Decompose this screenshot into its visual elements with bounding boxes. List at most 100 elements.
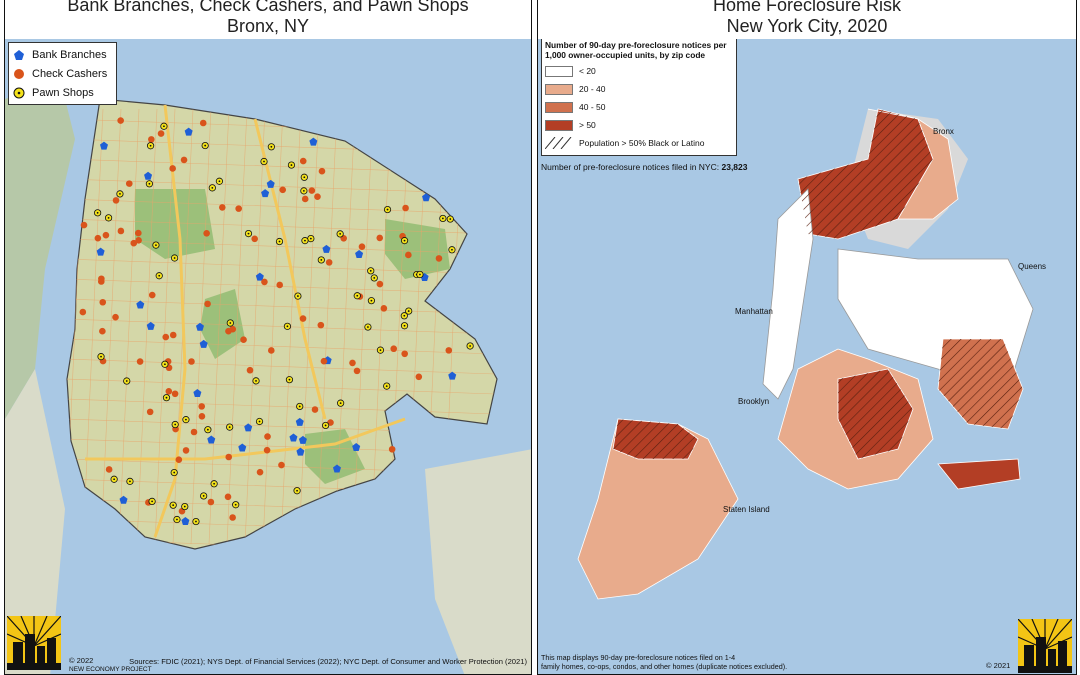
bank-branch-marker (136, 300, 145, 309)
bank-branch-marker (244, 423, 253, 432)
check-casher-marker (229, 514, 236, 521)
check-casher-marker (117, 117, 124, 124)
bank-branch-marker (99, 141, 108, 150)
bronx-sources: Sources: FDIC (2021); NYS Dept. of Finan… (129, 657, 527, 666)
check-casher-marker (157, 130, 165, 137)
street-line (316, 108, 338, 545)
nyc-legend-label-3: 40 - 50 (579, 102, 606, 112)
pawn-shop-marker (275, 237, 284, 246)
check-casher-marker (376, 280, 384, 288)
pawn-shop-marker (307, 234, 315, 243)
pawn-shop-marker (97, 353, 105, 361)
street-line (67, 298, 496, 315)
nj-shore (5, 79, 75, 419)
pawn-shop-marker (192, 517, 200, 526)
check-casher-marker (435, 255, 443, 262)
bank-branch-marker (422, 193, 431, 202)
bank-branch-marker (184, 127, 193, 136)
pawn-shop-marker (116, 190, 124, 198)
street-line (352, 108, 374, 545)
pawn-shop-marker (169, 501, 177, 509)
pawn-shop-marker (383, 382, 391, 390)
check-casher-marker (112, 197, 120, 204)
bank-branch-marker (119, 495, 128, 504)
check-casher-marker (264, 433, 271, 440)
legend-label-pawn: Pawn Shops (32, 86, 94, 99)
bronx-title-line2: Bronx, NY (226, 16, 310, 36)
nyc-title-line1: Home Foreclosure Risk (712, 0, 902, 15)
pawn-shop-marker (181, 502, 189, 511)
label-bronx: Bronx (933, 127, 954, 136)
bank-branch-marker (193, 388, 202, 397)
legend-row-check: Check Cashers (12, 64, 113, 83)
check-casher-marker (188, 358, 195, 365)
pawn-shop-marker (182, 416, 190, 424)
staten-island-zips (577, 418, 739, 600)
check-casher-marker (198, 403, 206, 410)
pawn-shop-marker (439, 214, 447, 223)
pawn-shop-marker (146, 142, 155, 150)
check-casher-marker (198, 413, 206, 420)
bank-branch-marker (355, 250, 364, 259)
check-casher-marker (182, 447, 190, 454)
check-casher-marker (279, 186, 287, 194)
bank-branch-marker (199, 339, 208, 348)
pawn-shop-marker (367, 267, 375, 275)
bank-branch-marker (309, 137, 318, 146)
street-line (244, 108, 266, 545)
pawn-shop-marker (383, 205, 392, 214)
check-casher-marker (317, 321, 325, 329)
pawn-shop-marker (152, 241, 160, 249)
check-casher-marker (94, 234, 102, 242)
check-casher-marker (117, 227, 125, 235)
check-casher-marker (353, 367, 361, 375)
nyc-footnote: This map displays 90-day pre-foreclosure… (541, 653, 787, 671)
check-casher-marker (99, 327, 106, 335)
nyc-legend-row-3: 40 - 50 (545, 98, 733, 116)
pawn-shop-marker (466, 342, 474, 350)
pawn-shop-marker (226, 319, 234, 327)
nyc-footnote-line2: family homes, co-ops, condos, and other … (541, 662, 788, 671)
nyc-legend-label-4: > 50 (579, 120, 596, 130)
check-casher-marker (171, 390, 179, 398)
legend-row-bank: Bank Branches (12, 45, 113, 64)
bank-branch-marker (207, 435, 216, 444)
bank-branch-marker (238, 443, 247, 452)
check-casher-marker (246, 366, 254, 374)
check-casher-marker (278, 461, 285, 469)
pawn-shop-marker (155, 272, 163, 280)
pawn-shop-marker (244, 230, 253, 238)
nyc-legend-label-2: 20 - 40 (579, 84, 606, 94)
bronx-map-title: Bank Branches, Check Cashers, and Pawn S… (5, 0, 531, 40)
pawn-shop-marker (161, 360, 169, 368)
pawn-shop-marker (110, 475, 118, 483)
check-casher-marker (102, 231, 110, 239)
check-casher-marker (261, 278, 268, 286)
pawn-shop-marker (226, 423, 234, 431)
check-casher-marker (405, 251, 412, 259)
check-casher-marker (388, 445, 396, 453)
bank-branch-marker (322, 244, 331, 253)
nyc-legend-title: Number of 90-day pre-foreclosure notices… (545, 40, 727, 60)
pawn-shop-marker (252, 377, 260, 385)
pawn-shop-marker (400, 322, 409, 330)
pawn-shop-marker (300, 187, 308, 195)
queens-land (425, 449, 531, 674)
street-line (67, 178, 496, 195)
pawn-shop-marker (416, 270, 424, 279)
check-casher-marker (225, 327, 232, 335)
nyc-title-line2: New York City, 2020 (726, 16, 888, 36)
check-casher-marker (105, 466, 113, 473)
street-line (370, 108, 392, 545)
legend-row-pawn: Pawn Shops (12, 83, 113, 102)
check-casher-marker (80, 221, 88, 229)
pawn-shop-marker (200, 492, 208, 500)
pawn-shop-marker (296, 402, 304, 411)
street-line (208, 108, 230, 545)
street-line (67, 198, 496, 215)
pawn-shop-marker (367, 297, 376, 305)
nyc-logo (1018, 619, 1072, 673)
check-casher-marker (224, 493, 232, 501)
pawn-shop-marker (173, 515, 181, 524)
hatch-icon (545, 137, 572, 149)
